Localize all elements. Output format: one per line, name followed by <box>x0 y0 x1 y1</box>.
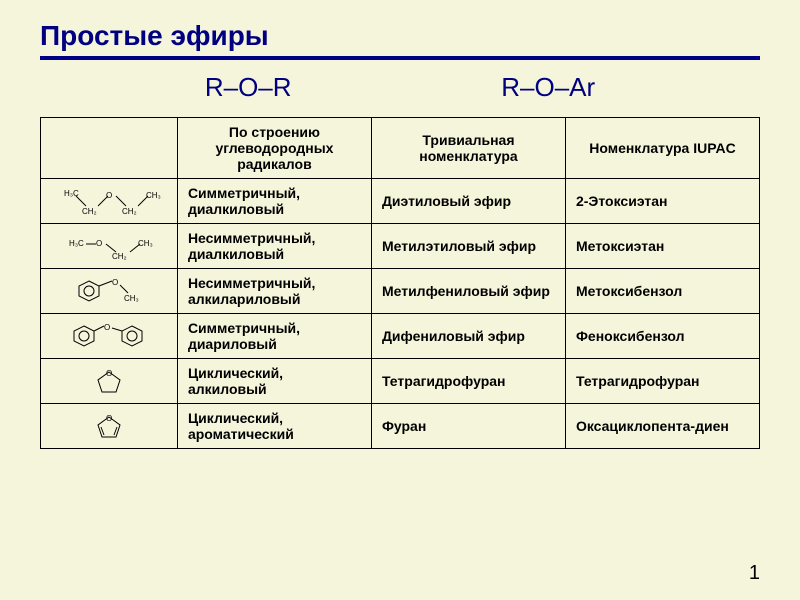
ethers-table: По строению углеводородных радикалов Три… <box>40 117 760 449</box>
svg-text:O: O <box>106 414 112 423</box>
structure-cell: O <box>41 314 178 359</box>
iupac-name: Оксациклопента-диен <box>565 404 759 449</box>
header-iupac: Номенклатура IUPAC <box>565 118 759 179</box>
trivial-name: Диэтиловый эфир <box>371 179 565 224</box>
trivial-name: Метилэтиловый эфир <box>371 224 565 269</box>
trivial-name: Метилфениловый эфир <box>371 269 565 314</box>
svg-text:O: O <box>104 323 110 332</box>
trivial-name: Дифениловый эфир <box>371 314 565 359</box>
diphenyl-ether-icon: O <box>54 320 164 352</box>
svg-text:O: O <box>112 278 118 287</box>
radical-type: Несимметричный, диалкиловый <box>177 224 371 269</box>
svg-text:CH₃: CH₃ <box>138 239 153 248</box>
iupac-name: Тетрагидрофуран <box>565 359 759 404</box>
radical-type: Циклический, алкиловый <box>177 359 371 404</box>
header-trivial: Тривиальная номенклатура <box>371 118 565 179</box>
title-underline <box>40 56 760 60</box>
furan-icon: O <box>54 411 164 441</box>
svg-text:H₃C: H₃C <box>69 239 84 248</box>
svg-text:CH₃: CH₃ <box>146 191 161 200</box>
slide-title: Простые эфиры <box>40 20 760 52</box>
table-row: O Циклический, алкиловый Тетрагидрофуран… <box>41 359 760 404</box>
svg-text:O: O <box>96 239 102 248</box>
svg-text:CH₂: CH₂ <box>122 207 137 216</box>
methyl-ethyl-ether-icon: H₃C O CH₂ CH₃ <box>54 232 164 260</box>
structure-cell: O CH₃ <box>41 269 178 314</box>
header-structure <box>41 118 178 179</box>
table-row: O CH₃ Несимметричный, алкилариловый Мети… <box>41 269 760 314</box>
svg-text:O: O <box>106 191 112 200</box>
svg-text:CH₂: CH₂ <box>82 207 97 216</box>
structure-cell: O <box>41 404 178 449</box>
radical-type: Симметричный, диариловый <box>177 314 371 359</box>
structure-cell: O <box>41 359 178 404</box>
table-row: H₃C CH₂ O CH₂ CH₃ Симметричный, диалкило… <box>41 179 760 224</box>
iupac-name: 2-Этоксиэтан <box>565 179 759 224</box>
svg-text:CH₂: CH₂ <box>112 252 127 260</box>
table-row: O Циклический, ароматический Фуран Оксац… <box>41 404 760 449</box>
svg-text:CH₃: CH₃ <box>124 294 139 303</box>
structure-cell: H₃C CH₂ O CH₂ CH₃ <box>41 179 178 224</box>
radical-type: Симметричный, диалкиловый <box>177 179 371 224</box>
formula-row: R–O–R R–O–Ar <box>40 72 760 103</box>
header-row: По строению углеводородных радикалов Три… <box>41 118 760 179</box>
formula-r-o-ar: R–O–Ar <box>501 72 595 103</box>
svg-text:O: O <box>106 369 112 378</box>
thf-icon: O <box>54 366 164 396</box>
trivial-name: Тетрагидрофуран <box>371 359 565 404</box>
header-radicals: По строению углеводородных радикалов <box>177 118 371 179</box>
diethyl-ether-icon: H₃C CH₂ O CH₂ CH₃ <box>54 186 164 216</box>
table-row: O Симметричный, диариловый Дифениловый э… <box>41 314 760 359</box>
iupac-name: Феноксибензол <box>565 314 759 359</box>
radical-type: Циклический, ароматический <box>177 404 371 449</box>
iupac-name: Метоксибензол <box>565 269 759 314</box>
trivial-name: Фуран <box>371 404 565 449</box>
page-number: 1 <box>749 562 760 585</box>
radical-type: Несимметричный, алкилариловый <box>177 269 371 314</box>
table-row: H₃C O CH₂ CH₃ Несимметричный, диалкиловы… <box>41 224 760 269</box>
structure-cell: H₃C O CH₂ CH₃ <box>41 224 178 269</box>
anisole-icon: O CH₃ <box>54 273 164 309</box>
formula-r-o-r: R–O–R <box>205 72 292 103</box>
iupac-name: Метоксиэтан <box>565 224 759 269</box>
